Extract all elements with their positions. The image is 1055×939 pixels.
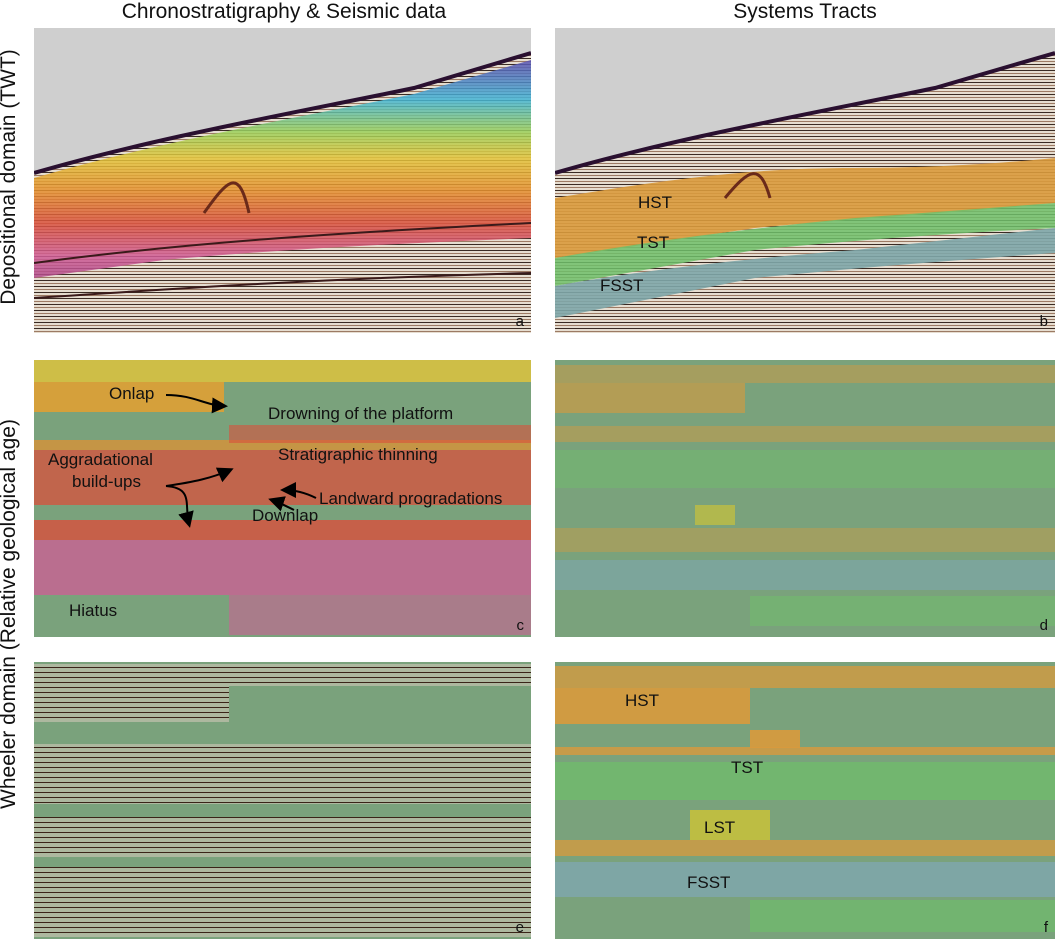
column-header-right: Systems Tracts <box>733 0 877 23</box>
panel-label-d: d <box>1039 617 1048 634</box>
tract-label-hst: HST <box>638 193 672 212</box>
tract-label-hst: HST <box>625 691 659 710</box>
tract-label-tst: TST <box>731 758 764 777</box>
column-header-left: Chronostratigraphy & Seismic data <box>121 0 447 23</box>
row-label-wheeler: Wheeler domain (Relative geological age) <box>0 419 20 809</box>
tract-label-tst: TST <box>637 233 670 252</box>
tract-label-fsst: FSST <box>687 873 731 892</box>
annotation-landward-progradations: Landward progradations <box>319 489 503 508</box>
panel-e-graphic <box>34 664 531 937</box>
panel-label-c: c <box>516 617 525 634</box>
annotation-drowning: Drowning of the platform <box>268 404 454 423</box>
panel-f-graphic <box>555 666 1055 932</box>
annotation-hiatus: Hiatus <box>69 601 118 620</box>
tract-label-lst: LST <box>704 818 736 837</box>
panel-label-b: b <box>1039 313 1048 330</box>
panel-b-systems-tracts-seismic: HST TST FSST b <box>555 28 1055 333</box>
panel-label-e: e <box>515 919 524 936</box>
panel-e-wheeler-seismic: e <box>34 662 531 939</box>
annotation-downlap: Downlap <box>252 506 319 525</box>
panel-b-graphic <box>555 51 1055 333</box>
tract-label-fsst: FSST <box>600 276 644 295</box>
panel-label-a: a <box>515 313 524 330</box>
panel-d-graphic <box>555 365 1055 626</box>
annotation-thinning: Stratigraphic thinning <box>278 445 438 464</box>
panel-a-graphic <box>34 51 531 333</box>
panel-c-wheeler-chronostratigraphy: Onlap Drowning of the platform Stratigra… <box>34 360 531 637</box>
panel-label-f: f <box>1043 919 1048 936</box>
annotation-onlap: Onlap <box>109 384 155 403</box>
panel-f-wheeler-systems-tracts-labeled: HST TST LST FSST f <box>555 662 1055 939</box>
panel-d-wheeler-systems-tracts: d <box>555 360 1055 637</box>
annotation-aggradational-line1: Aggradational <box>48 450 153 469</box>
panel-a-chronostratigraphy-seismic: a <box>34 28 531 333</box>
panel-c-graphic <box>34 360 531 635</box>
annotation-aggradational-line2: build-ups <box>72 472 141 491</box>
row-label-depositional: Depositional domain (TWT) <box>0 49 20 305</box>
